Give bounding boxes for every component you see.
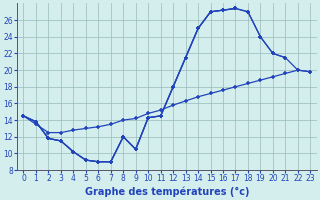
X-axis label: Graphe des températures (°c): Graphe des températures (°c)	[85, 186, 249, 197]
